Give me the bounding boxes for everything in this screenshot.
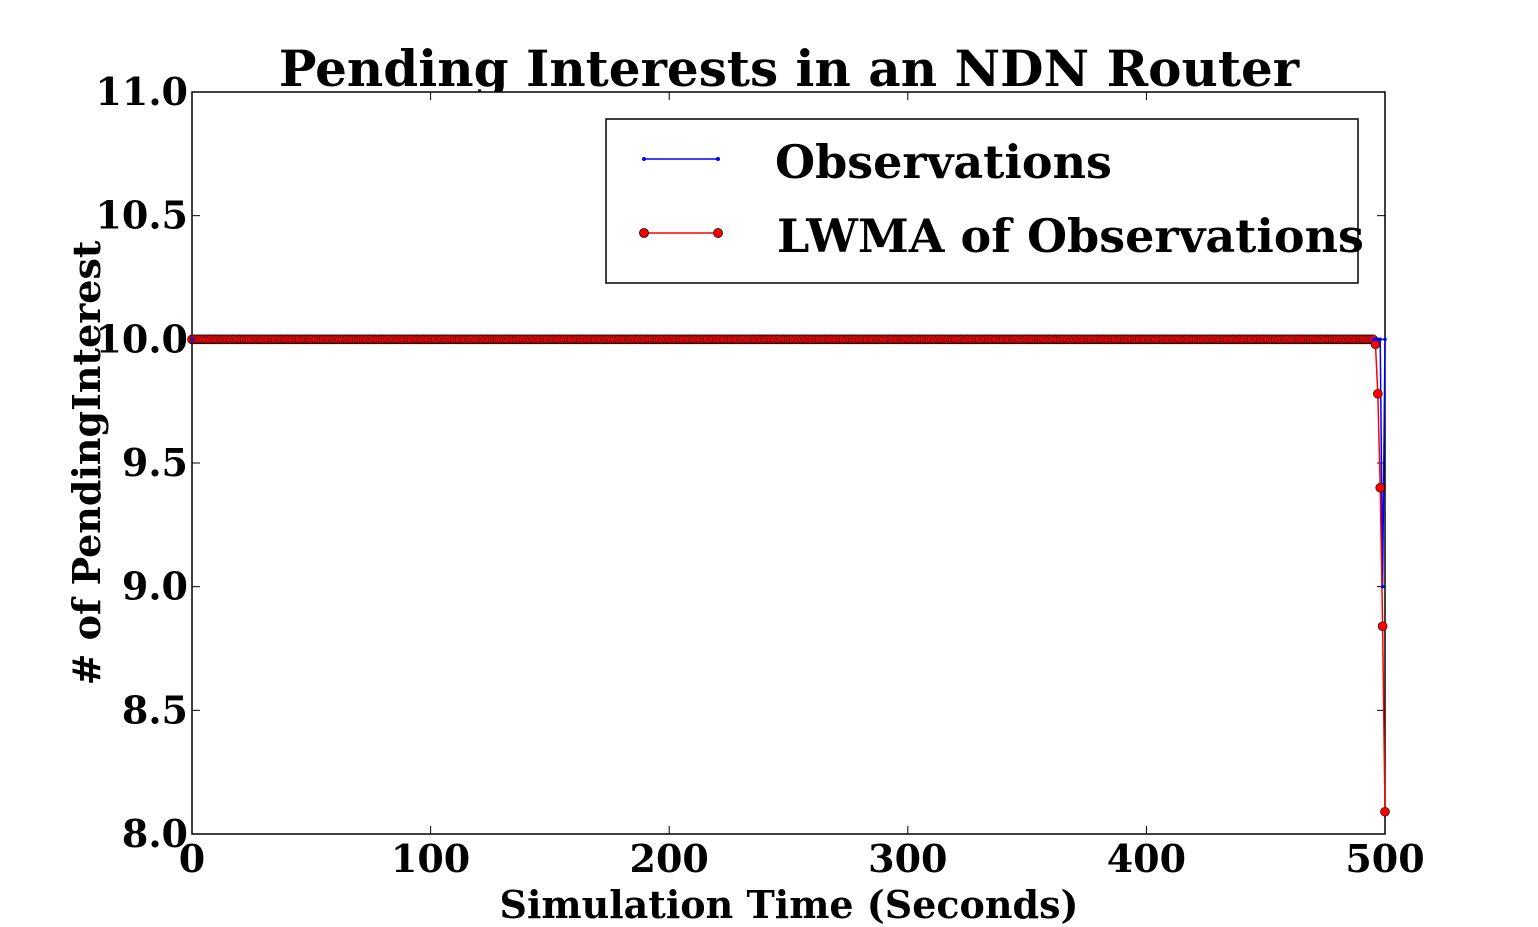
y-tick-label: 9.0 <box>122 564 188 609</box>
lwma-point <box>1375 482 1386 493</box>
x-tick-label: 300 <box>868 836 947 881</box>
y-axis-label: # of PendingInterest <box>64 240 109 685</box>
observation-point <box>190 337 194 342</box>
y-tick-label: 8.0 <box>122 811 188 856</box>
y-tick-label: 11.0 <box>95 69 188 114</box>
legend-lwma-marker <box>639 228 649 238</box>
y-tick-label: 9.5 <box>122 440 188 485</box>
x-tick-label: 0 <box>179 836 205 881</box>
axis-ticks: 0 100 200 300 400 500 8.0 8.5 9.0 9.5 10.0 10.5 11.0 <box>95 69 1424 881</box>
x-axis-label: Simulation Time (Seconds) <box>500 882 1079 927</box>
legend-observations-label: Observations <box>775 135 1112 189</box>
lwma-point <box>1373 388 1383 399</box>
x-tick-label: 500 <box>1345 836 1424 881</box>
observation-point <box>1378 337 1383 342</box>
legend-lwma-label: LWMA of Observations <box>777 209 1364 263</box>
y-tick-label: 10.5 <box>95 193 188 238</box>
legend-lwma-marker <box>713 228 723 238</box>
x-tick-label: 100 <box>391 836 470 881</box>
series-group <box>187 334 1390 817</box>
chart-title: Pending Interests in an NDN Router <box>279 39 1300 98</box>
legend-observations-marker <box>716 157 720 161</box>
legend-observations-marker <box>642 157 646 161</box>
lwma-point <box>1380 806 1390 817</box>
x-tick-label: 200 <box>630 836 709 881</box>
lwma-point <box>1377 621 1388 632</box>
y-tick-label: 8.5 <box>122 687 188 732</box>
x-tick-label: 400 <box>1107 836 1186 881</box>
observation-point <box>1380 584 1385 589</box>
legend-box <box>605 118 1359 284</box>
legend: Observations LWMA of Observations <box>605 118 1364 284</box>
observation-point <box>1383 337 1387 342</box>
y-tick-label: 10.0 <box>95 316 188 361</box>
